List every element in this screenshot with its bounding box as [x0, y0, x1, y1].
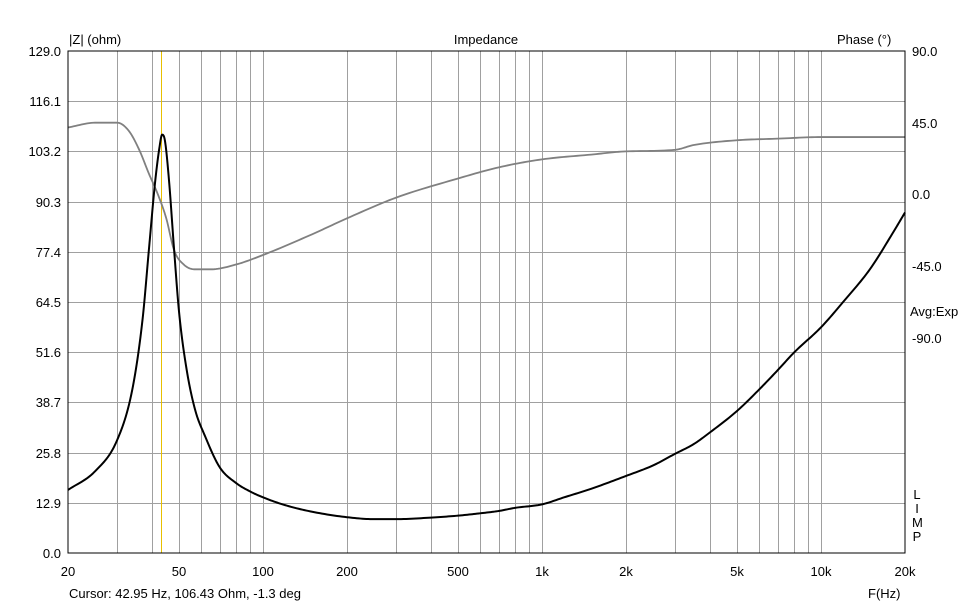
- mode-label-letter: P: [912, 529, 922, 544]
- right-tick-label: 0.0: [912, 187, 931, 203]
- left-axis-label: |Z| (ohm): [69, 32, 122, 47]
- left-tick-label: 129.0: [28, 44, 61, 59]
- left-tick-label: 12.9: [35, 495, 61, 511]
- x-tick-label: 1k: [535, 564, 549, 579]
- left-tick-label: 77.4: [35, 244, 61, 260]
- series-line-phase: [67, 121, 905, 271]
- chart-title: Impedance: [453, 32, 519, 47]
- x-tick-label: 50: [171, 564, 187, 579]
- right-tick-label: -45.0: [912, 259, 942, 275]
- plot-frame: [67, 50, 906, 554]
- left-tick-label: 25.8: [35, 445, 61, 461]
- x-tick-label: 500: [447, 564, 469, 579]
- left-tick-label: 90.3: [35, 194, 61, 210]
- averaging-label: Avg:Exp: [910, 304, 959, 319]
- left-tick-label: 64.5: [35, 295, 61, 310]
- left-tick-label: 51.6: [35, 345, 61, 361]
- x-tick-label: 2k: [619, 564, 633, 579]
- x-tick-label: 20k: [894, 564, 916, 579]
- right-tick-label: -90.0: [912, 330, 942, 346]
- series-line-impedance: [67, 133, 906, 521]
- x-tick-label: 100: [252, 564, 274, 579]
- left-tick-label: 38.7: [35, 395, 61, 411]
- x-tick-label: 5k: [730, 564, 744, 579]
- grid: [68, 51, 905, 553]
- x-axis-label: F(Hz): [868, 586, 901, 601]
- mode-label-letter: L: [913, 487, 921, 502]
- left-tick-label: 116.1: [29, 94, 61, 110]
- mode-label-letter: M: [912, 515, 923, 530]
- right-tick-label: 90.0: [912, 44, 938, 59]
- x-tick-label: 200: [336, 564, 358, 579]
- right-tick-label: 45.0: [912, 115, 938, 131]
- cursor-readout: Cursor: 42.95 Hz, 106.43 Ohm, -1.3 deg: [69, 586, 301, 601]
- right-axis-label: Phase (°): [837, 32, 892, 47]
- left-tick-label: 103.2: [28, 144, 61, 160]
- left-tick-label: 0.0: [42, 546, 61, 561]
- series-layer: [67, 121, 906, 521]
- mode-label-letter: I: [915, 501, 919, 516]
- x-tick-label: 10k: [810, 564, 832, 579]
- x-tick-label: 20: [60, 564, 76, 579]
